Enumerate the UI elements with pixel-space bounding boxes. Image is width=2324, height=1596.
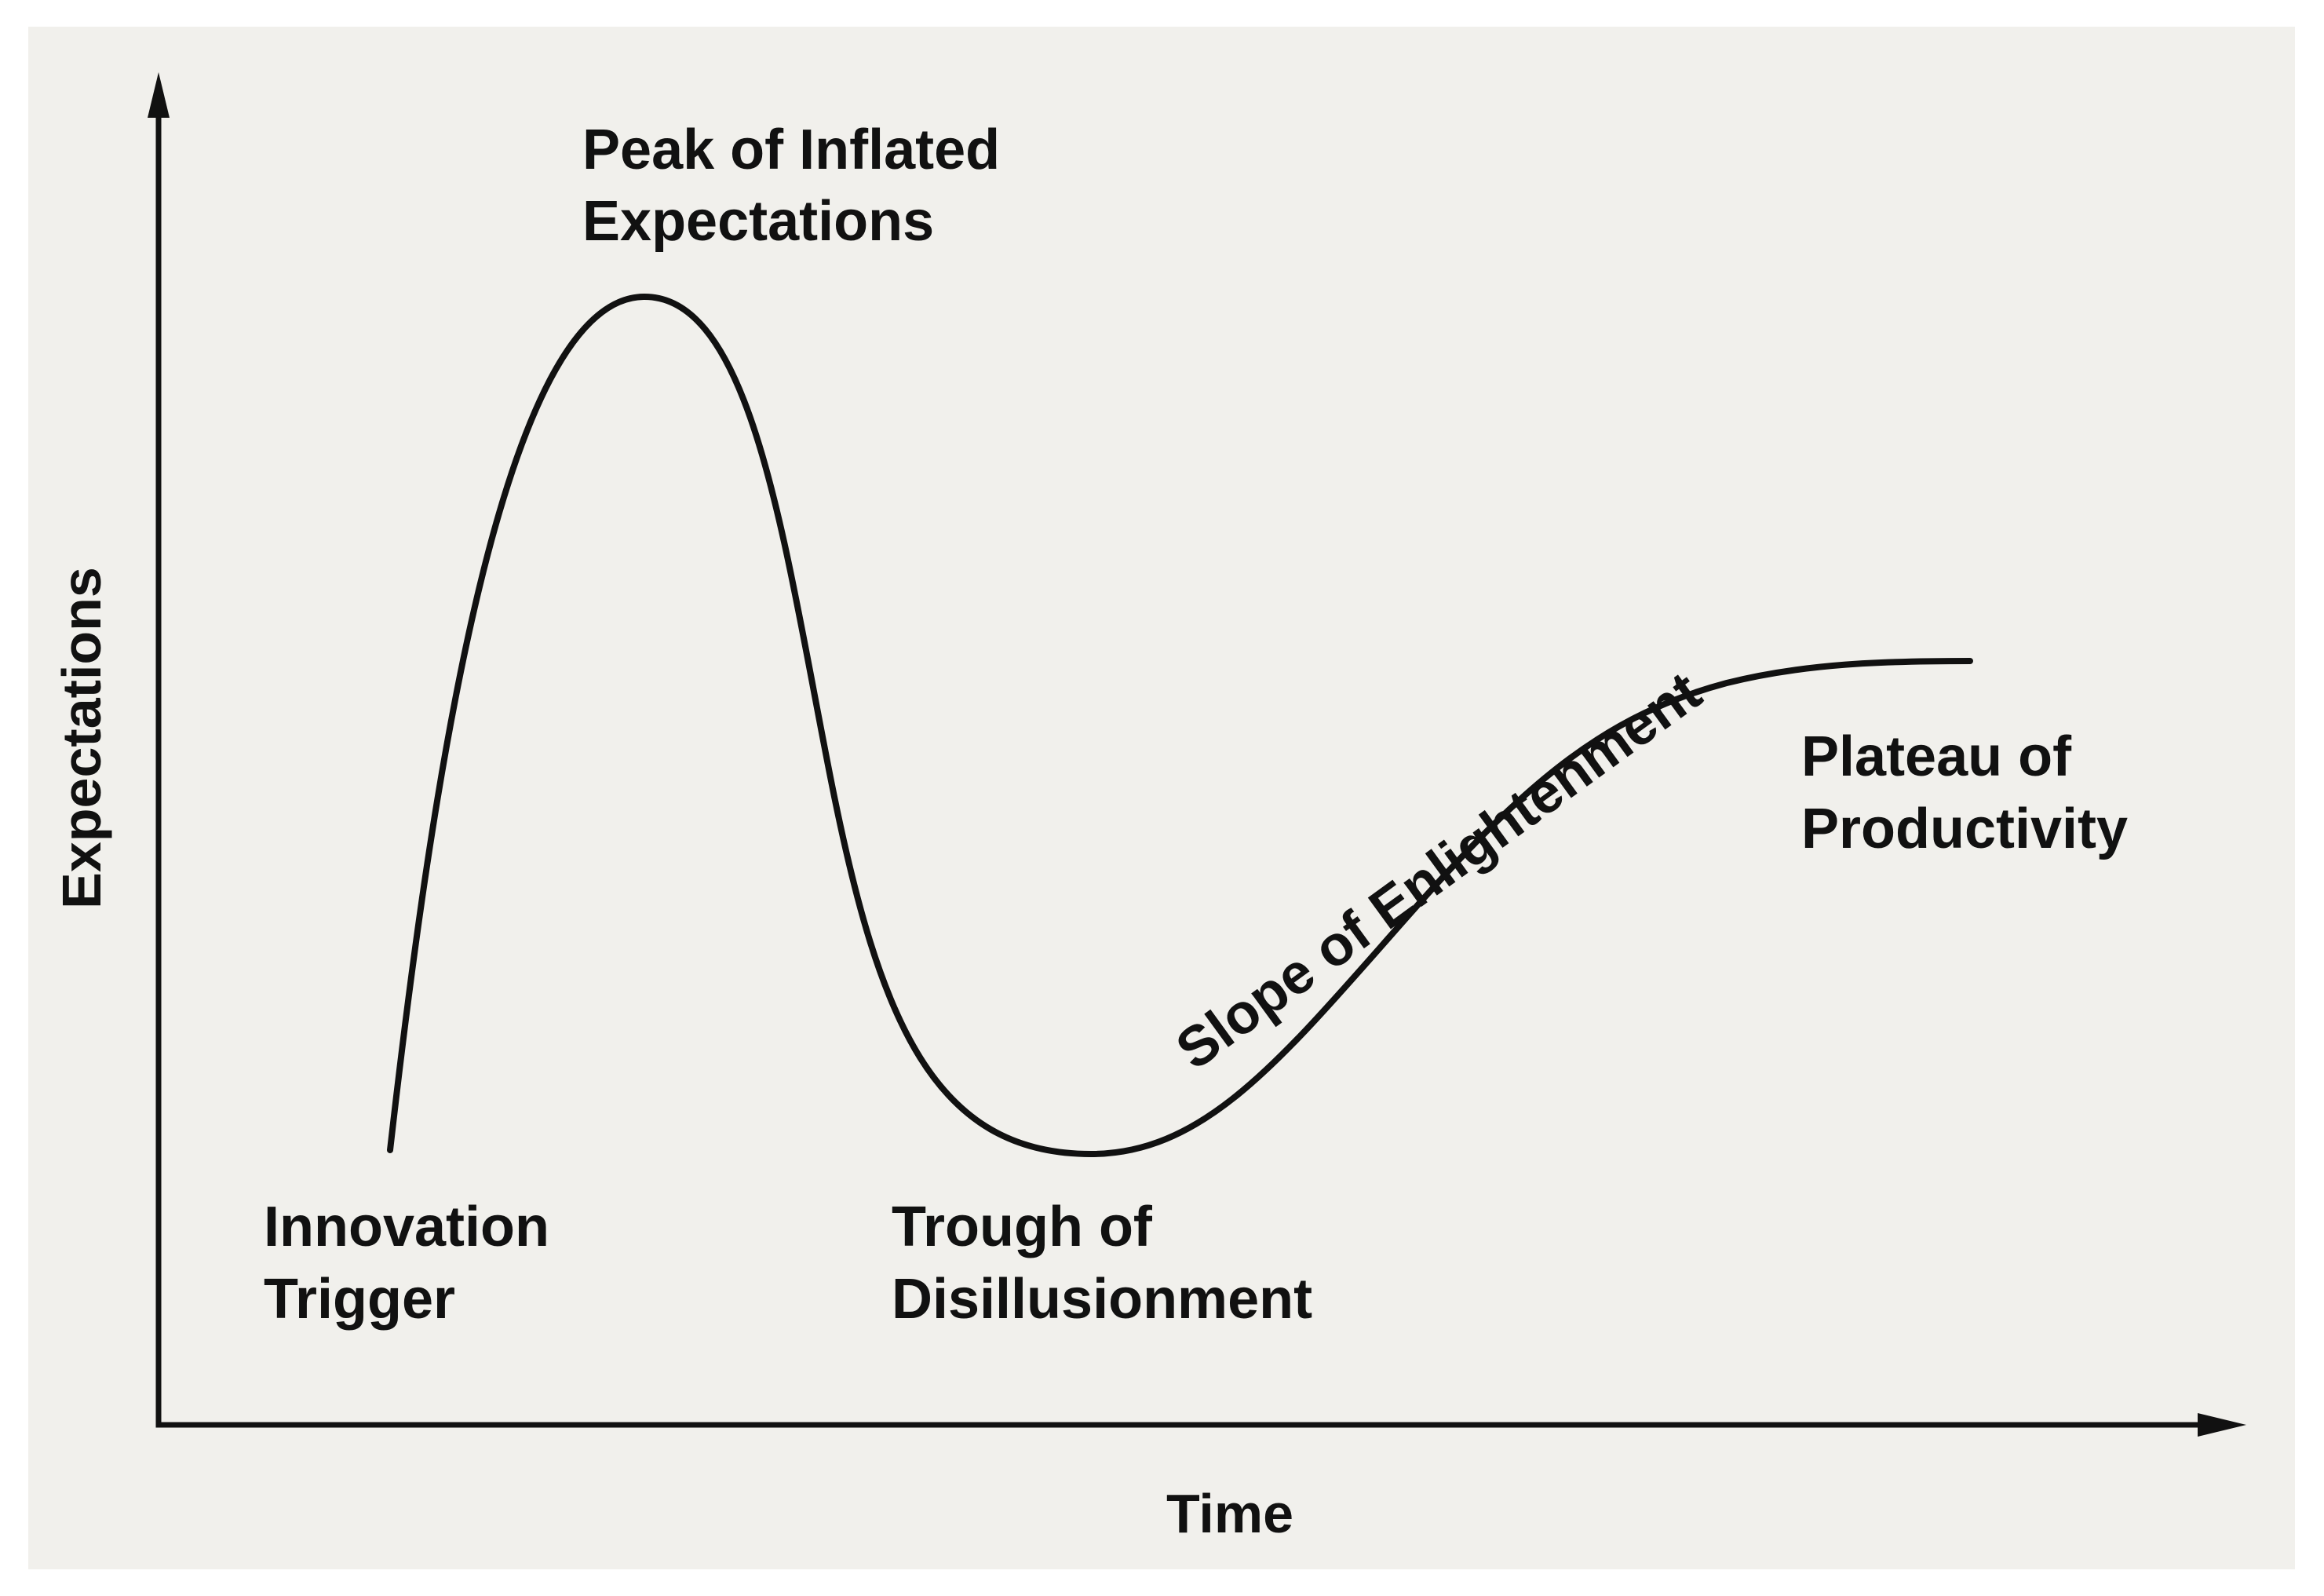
plateau-label-line-2: Productivity [1801, 798, 2128, 860]
plateau-label: Plateau of Productivity [1801, 725, 2128, 860]
diagram-background [28, 27, 2295, 1569]
innovation-trigger-line-2: Trigger [264, 1268, 455, 1331]
peak-label-line-1: Peak of Inflated [582, 119, 1000, 181]
peak-label-line-2: Expectations [582, 190, 934, 253]
y-axis-label: Expectations [51, 567, 112, 909]
innovation-trigger-label: Innovation Trigger [264, 1196, 565, 1331]
y-axis-arrowhead [148, 72, 170, 118]
x-axis-arrowhead [2198, 1413, 2246, 1437]
plateau-label-line-1: Plateau of [1801, 725, 2072, 788]
x-axis-label: Time [1166, 1483, 1293, 1544]
trough-label-line-1: Trough of [892, 1196, 1153, 1258]
hype-cycle-curve [387, 293, 1973, 1157]
peak-label: Peak of Inflated Expectations [582, 119, 1016, 253]
trough-label-line-2: Disillusionment [892, 1268, 1312, 1331]
innovation-trigger-line-1: Innovation [264, 1196, 549, 1258]
trough-label: Trough of Disillusionment [892, 1196, 1312, 1331]
